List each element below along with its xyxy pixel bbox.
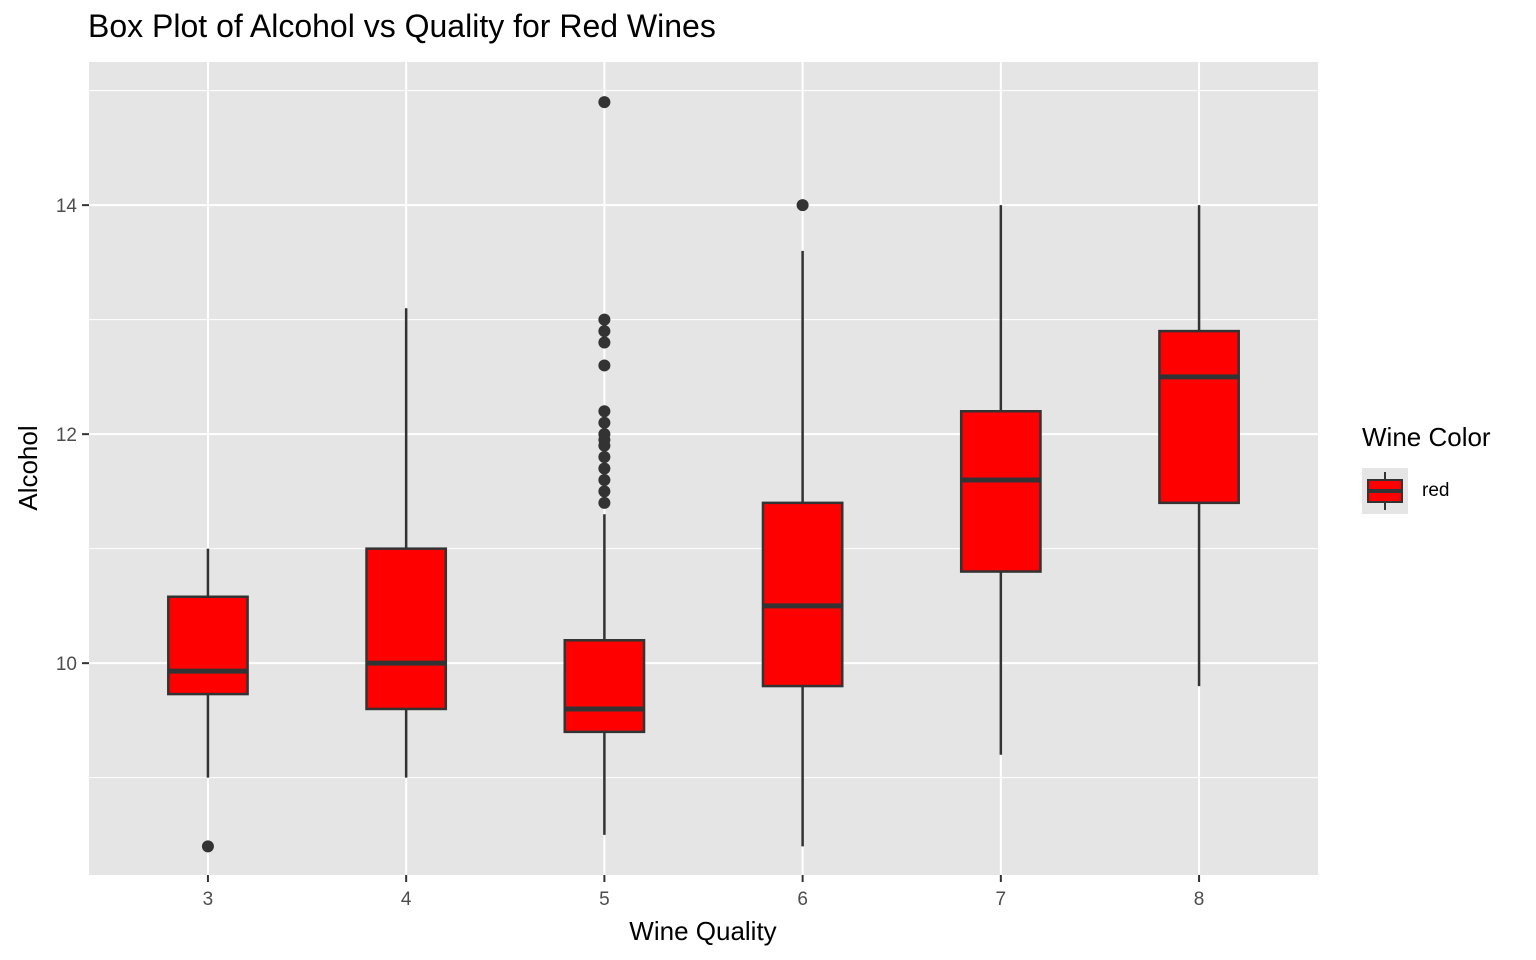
outlier-point bbox=[598, 325, 611, 338]
outlier-point bbox=[598, 313, 611, 326]
legend-label-red: red bbox=[1422, 480, 1450, 501]
plot-panel bbox=[89, 62, 1318, 875]
x-tick-label: 7 bbox=[996, 889, 1007, 910]
outlier-point bbox=[598, 496, 611, 509]
y-tick-label: 14 bbox=[56, 196, 78, 217]
outlier-point bbox=[796, 199, 809, 212]
outlier-point bbox=[598, 428, 611, 441]
y-tick-label: 12 bbox=[56, 425, 77, 446]
outlier-point bbox=[598, 96, 611, 109]
box-q8 bbox=[1158, 329, 1240, 505]
outlier-point bbox=[598, 462, 611, 475]
legend-key-red bbox=[1362, 468, 1408, 514]
outlier-point bbox=[598, 473, 611, 486]
chart-title: Box Plot of Alcohol vs Quality for Red W… bbox=[88, 8, 716, 44]
box-q5 bbox=[563, 639, 646, 734]
box-layer bbox=[167, 96, 1240, 853]
x-axis-title: Wine Quality bbox=[629, 916, 776, 946]
outlier-point bbox=[598, 359, 611, 372]
outlier-point bbox=[201, 840, 214, 853]
box-q7 bbox=[959, 409, 1042, 573]
outlier-point bbox=[598, 336, 611, 349]
legend: Wine Color red bbox=[1362, 422, 1491, 514]
legend-item-red: red bbox=[1362, 468, 1449, 514]
outlier-point bbox=[598, 405, 611, 418]
axes: 10 12 14 3 4 5 6 7 8 bbox=[56, 196, 1204, 910]
x-tick-label: 8 bbox=[1194, 889, 1205, 910]
outlier-point bbox=[598, 451, 611, 464]
x-tick-label: 6 bbox=[797, 889, 808, 910]
outlier-point bbox=[598, 416, 611, 429]
box-q3 bbox=[167, 595, 249, 696]
outlier-point bbox=[598, 485, 611, 498]
y-tick-label: 10 bbox=[56, 654, 77, 675]
x-tick-label: 5 bbox=[599, 889, 610, 910]
box-q6 bbox=[761, 501, 844, 688]
box-q4 bbox=[365, 547, 448, 711]
x-tick-label: 4 bbox=[401, 889, 412, 910]
legend-title: Wine Color bbox=[1362, 422, 1491, 452]
y-axis-title: Alcohol bbox=[13, 425, 43, 510]
x-tick-label: 3 bbox=[203, 889, 214, 910]
